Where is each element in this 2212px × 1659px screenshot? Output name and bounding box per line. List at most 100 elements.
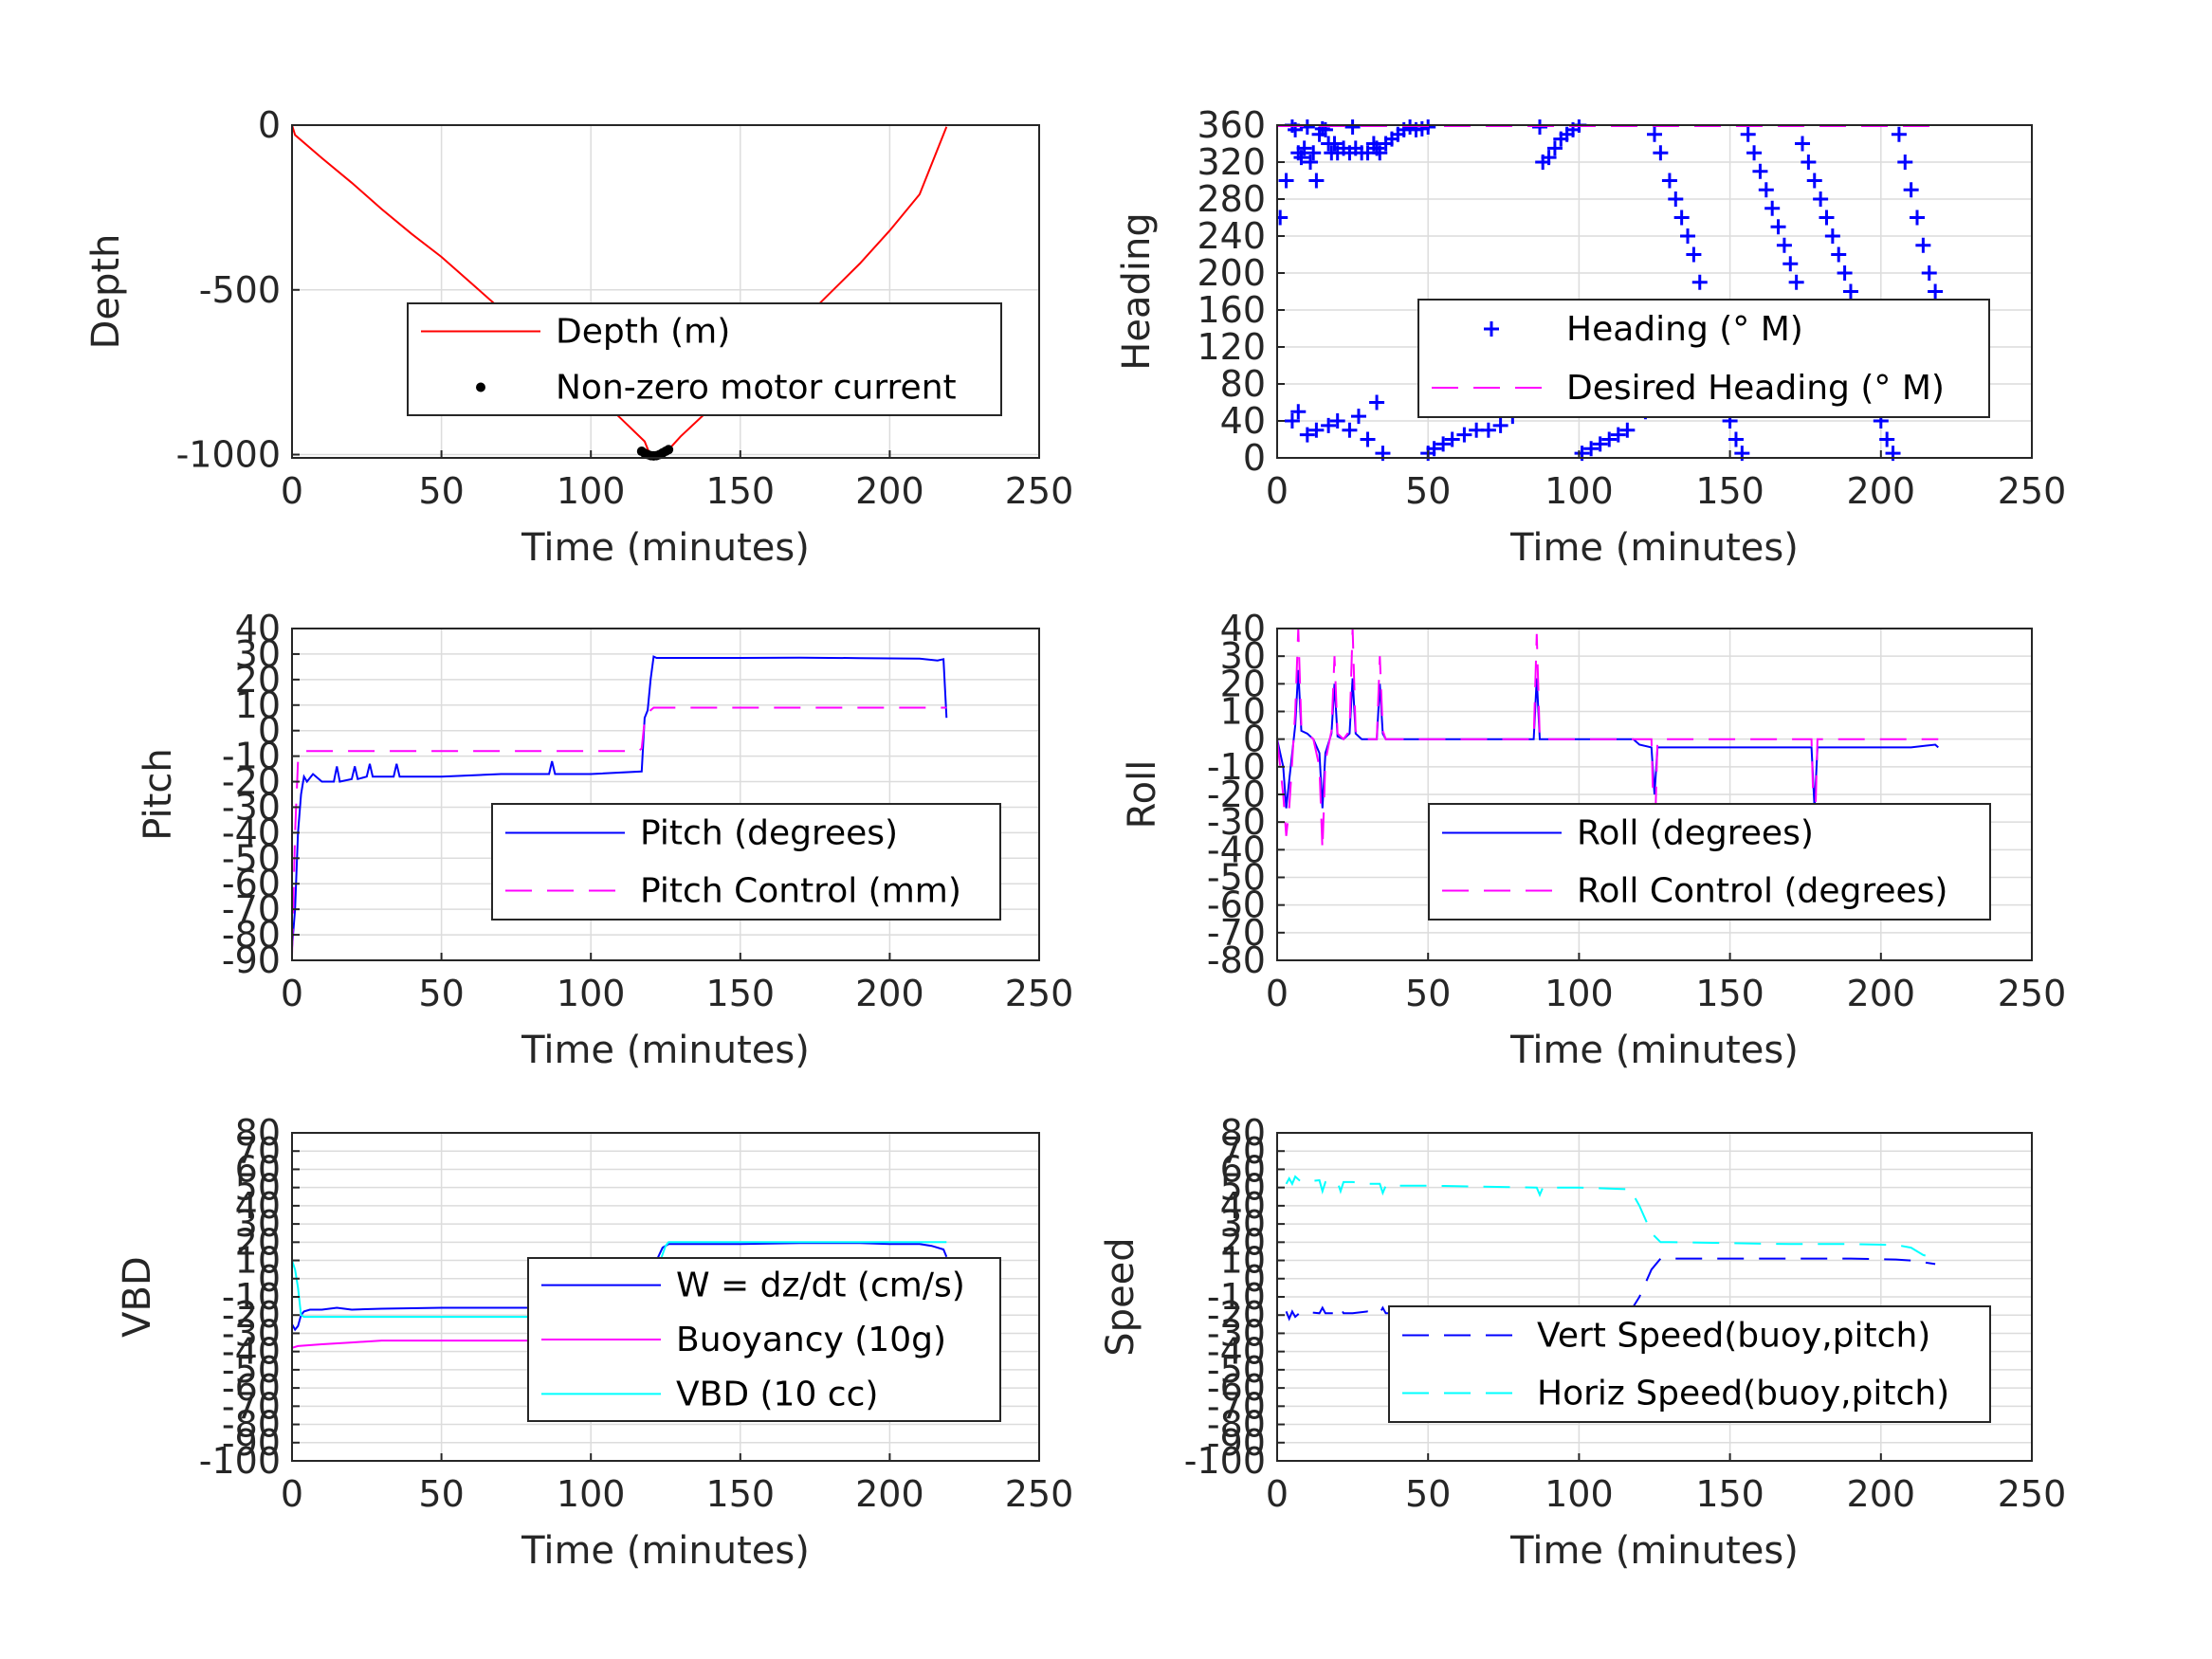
y-axis-label: VBD bbox=[116, 1256, 159, 1338]
series-heading-0-point bbox=[1788, 274, 1804, 290]
series-depth-1-point bbox=[664, 445, 674, 455]
x-axis-label: Time (minutes) bbox=[1509, 1529, 1799, 1573]
legend: Pitch (degrees) Pitch Control (mm) bbox=[491, 803, 1001, 921]
series-heading-0-point bbox=[1653, 145, 1669, 161]
y-tick-label: 10 bbox=[235, 684, 281, 726]
y-tick-label: -80 bbox=[222, 1404, 281, 1446]
x-axis-label: Time (minutes) bbox=[521, 1529, 810, 1573]
y-tick-label: -50 bbox=[1207, 857, 1266, 899]
series-pitch-1-line bbox=[292, 706, 947, 956]
series-heading-0-point bbox=[1680, 228, 1696, 244]
series-heading-0-point bbox=[1819, 210, 1835, 226]
y-tick-label: 80 bbox=[1220, 1112, 1266, 1154]
series-heading-0-point bbox=[1372, 145, 1388, 161]
y-tick-label: 40 bbox=[235, 1185, 281, 1227]
y-tick-label: 70 bbox=[1220, 1130, 1266, 1172]
x-tick-label: 150 bbox=[706, 973, 776, 1014]
x-tick-label: 150 bbox=[1695, 1473, 1764, 1515]
legend-label: VBD (10 cc) bbox=[676, 1375, 878, 1413]
x-tick-label: 0 bbox=[1266, 470, 1289, 512]
y-tick-label: 120 bbox=[1197, 326, 1266, 368]
x-tick-label: 100 bbox=[1545, 973, 1614, 1014]
y-tick-label: 40 bbox=[1220, 400, 1266, 442]
x-tick-label: 50 bbox=[1405, 973, 1451, 1014]
series-heading-0-point bbox=[1306, 145, 1322, 161]
x-tick-label: 200 bbox=[855, 1473, 924, 1515]
series-heading-0-point bbox=[1308, 422, 1325, 438]
y-tick-label: 0 bbox=[1243, 1258, 1266, 1300]
legend: W = dz/dt (cm/s) Buoyancy (10g) VBD (10 cc… bbox=[527, 1257, 1001, 1422]
x-tick-label: 250 bbox=[1998, 470, 2067, 512]
legend-box bbox=[1428, 803, 1991, 921]
x-tick-label: 100 bbox=[557, 470, 626, 512]
legend-box bbox=[491, 803, 1001, 921]
series-heading-0-point bbox=[1801, 155, 1817, 170]
series-heading-0-point bbox=[1601, 431, 1618, 447]
y-tick-label: 80 bbox=[235, 1112, 281, 1154]
legend-label: Horiz Speed(buoy,pitch) bbox=[1537, 1375, 1949, 1413]
x-tick-label: 100 bbox=[1545, 470, 1614, 512]
y-tick-label: 50 bbox=[235, 1167, 281, 1209]
y-tick-label: -40 bbox=[1207, 829, 1266, 870]
y-tick-label: -50 bbox=[222, 1349, 281, 1391]
series-heading-0-point bbox=[1480, 422, 1496, 438]
series-speed-1-line bbox=[1285, 1175, 1936, 1260]
series-heading-0-point bbox=[1546, 140, 1563, 156]
y-tick-label: 0 bbox=[258, 1258, 281, 1300]
legend: Heading (° M) Desired Heading (° M) bbox=[1417, 299, 1990, 418]
series-heading-0-point bbox=[1897, 155, 1913, 170]
series-heading-0-point bbox=[1444, 431, 1460, 447]
y-tick-label: 360 bbox=[1197, 104, 1266, 146]
y-tick-label: -500 bbox=[199, 269, 281, 311]
y-tick-label: -40 bbox=[222, 1331, 281, 1373]
series-heading-0-point bbox=[1752, 163, 1768, 179]
y-axis-label: Speed bbox=[1099, 1237, 1143, 1356]
legend-label: Depth (m) bbox=[556, 313, 730, 352]
series-heading-0-point bbox=[1277, 210, 1289, 226]
y-tick-label: 50 bbox=[1220, 1167, 1266, 1209]
y-tick-label: -10 bbox=[1207, 1276, 1266, 1318]
series-heading-0-point bbox=[1673, 210, 1690, 226]
y-tick-label: -90 bbox=[222, 1422, 281, 1464]
series-heading-0-point bbox=[1776, 237, 1792, 253]
y-tick-label: 20 bbox=[235, 659, 281, 701]
y-tick-label: -90 bbox=[1207, 1422, 1266, 1464]
series-heading-0-point bbox=[1492, 417, 1508, 433]
series-heading-0-point bbox=[1293, 150, 1309, 166]
x-tick-label: 250 bbox=[1005, 1473, 1074, 1515]
y-tick-label: -60 bbox=[1207, 884, 1266, 926]
y-tick-label: 30 bbox=[1220, 635, 1266, 677]
legend: Roll (degrees) Roll Control (degrees) bbox=[1428, 803, 1991, 921]
legend: Vert Speed(buoy,pitch) Horiz Speed(buoy,p… bbox=[1388, 1305, 1991, 1423]
series-heading-0-point bbox=[1329, 413, 1345, 428]
x-axis-label: Time (minutes) bbox=[521, 1029, 810, 1072]
series-heading-0-point bbox=[1321, 417, 1337, 433]
series-heading-0-point bbox=[1813, 191, 1829, 207]
axes-frame bbox=[291, 124, 1040, 459]
y-tick-label: 20 bbox=[235, 1221, 281, 1263]
series-heading-0-point bbox=[1610, 427, 1626, 443]
y-tick-label: -20 bbox=[1207, 1294, 1266, 1336]
x-tick-label: 100 bbox=[557, 973, 626, 1014]
y-tick-label: 40 bbox=[1220, 1185, 1266, 1227]
chart-depth: 0 50 100 150 200 250 0 -500 -1000 Time (minutes) D… bbox=[84, 104, 1073, 570]
legend-box bbox=[1388, 1305, 1991, 1423]
x-tick-label: 250 bbox=[1005, 973, 1074, 1014]
y-tick-label: -10 bbox=[222, 1276, 281, 1318]
series-heading-0-point bbox=[1903, 182, 1919, 198]
series-heading-0-point bbox=[1837, 265, 1853, 281]
x-tick-label: 150 bbox=[1695, 973, 1764, 1014]
x-tick-label: 50 bbox=[418, 470, 464, 512]
y-tick-label: -20 bbox=[1207, 774, 1266, 815]
y-tick-label: 60 bbox=[1220, 1148, 1266, 1190]
x-tick-label: 150 bbox=[706, 470, 776, 512]
y-tick-label: -60 bbox=[222, 863, 281, 904]
y-tick-label: -20 bbox=[222, 761, 281, 803]
y-tick-label: -60 bbox=[1207, 1367, 1266, 1409]
x-tick-label: 50 bbox=[1405, 470, 1451, 512]
series-heading-0-point bbox=[1806, 173, 1822, 189]
legend-label: Non-zero motor current bbox=[556, 369, 957, 408]
y-tick-label: 10 bbox=[235, 1240, 281, 1282]
y-tick-label: -30 bbox=[222, 786, 281, 828]
